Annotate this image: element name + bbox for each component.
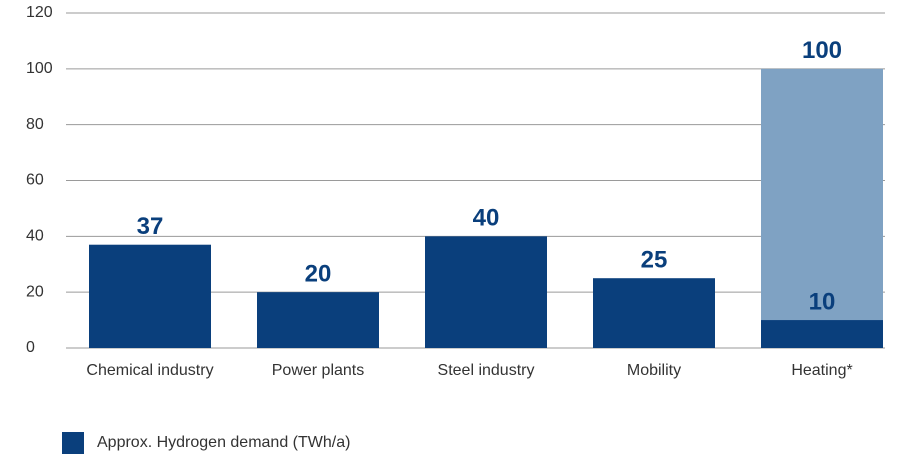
y-tick-label: 20 (26, 283, 44, 300)
y-tick-label: 80 (26, 116, 44, 133)
y-tick-label: 60 (26, 172, 44, 189)
data-label: 10 (809, 288, 836, 315)
bar (257, 292, 379, 348)
data-label: 20 (305, 261, 332, 288)
y-tick-label: 100 (26, 60, 53, 77)
x-tick-label: Steel industry (438, 362, 535, 379)
y-tick-label: 40 (26, 228, 44, 245)
bar (761, 68, 883, 348)
bar (593, 278, 715, 348)
bar (425, 236, 547, 348)
bar (89, 244, 211, 348)
bar (761, 320, 883, 348)
x-tick-label: Chemical industry (86, 362, 213, 379)
y-tick-label: 120 (26, 4, 53, 21)
x-tick-label: Mobility (627, 362, 681, 379)
data-label: 25 (641, 247, 668, 274)
x-tick-label: Heating* (791, 362, 852, 379)
x-tick-label: Power plants (272, 362, 365, 379)
legend-label: Approx. Hydrogen demand (TWh/a) (97, 434, 350, 451)
data-label: 37 (137, 213, 164, 240)
legend-swatch (62, 432, 84, 454)
y-tick-label: 0 (26, 339, 35, 356)
data-label: 100 (802, 37, 842, 64)
data-label: 40 (473, 205, 500, 232)
